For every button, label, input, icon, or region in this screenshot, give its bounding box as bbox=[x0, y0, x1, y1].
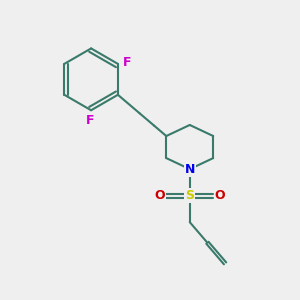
Text: O: O bbox=[214, 189, 225, 202]
Text: F: F bbox=[85, 114, 94, 127]
Text: F: F bbox=[123, 56, 132, 69]
Text: O: O bbox=[154, 189, 165, 202]
Text: N: N bbox=[184, 163, 195, 176]
Text: S: S bbox=[185, 189, 194, 202]
